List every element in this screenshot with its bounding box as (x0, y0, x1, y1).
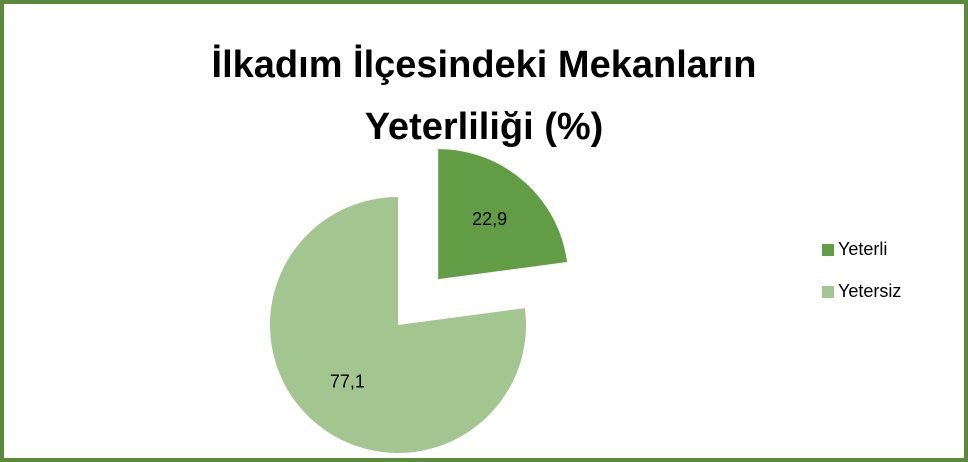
title-box: İlkadım İlçesindeki Mekanların Yeterlili… (4, 34, 964, 158)
data-label: 77,1 (330, 372, 365, 392)
legend-label: Yeterli (838, 239, 887, 259)
legend-swatch (822, 244, 834, 256)
legend-label: Yetersiz (838, 281, 901, 301)
pie-slice (438, 149, 568, 280)
chart: 22,9 77,1 Yeterli Yetersiz (270, 149, 901, 453)
chart-title: İlkadım İlçesindeki Mekanların Yeterlili… (211, 44, 757, 148)
data-label: 22,9 (472, 209, 507, 229)
legend-swatch (822, 286, 834, 298)
pie-slice (270, 197, 526, 453)
